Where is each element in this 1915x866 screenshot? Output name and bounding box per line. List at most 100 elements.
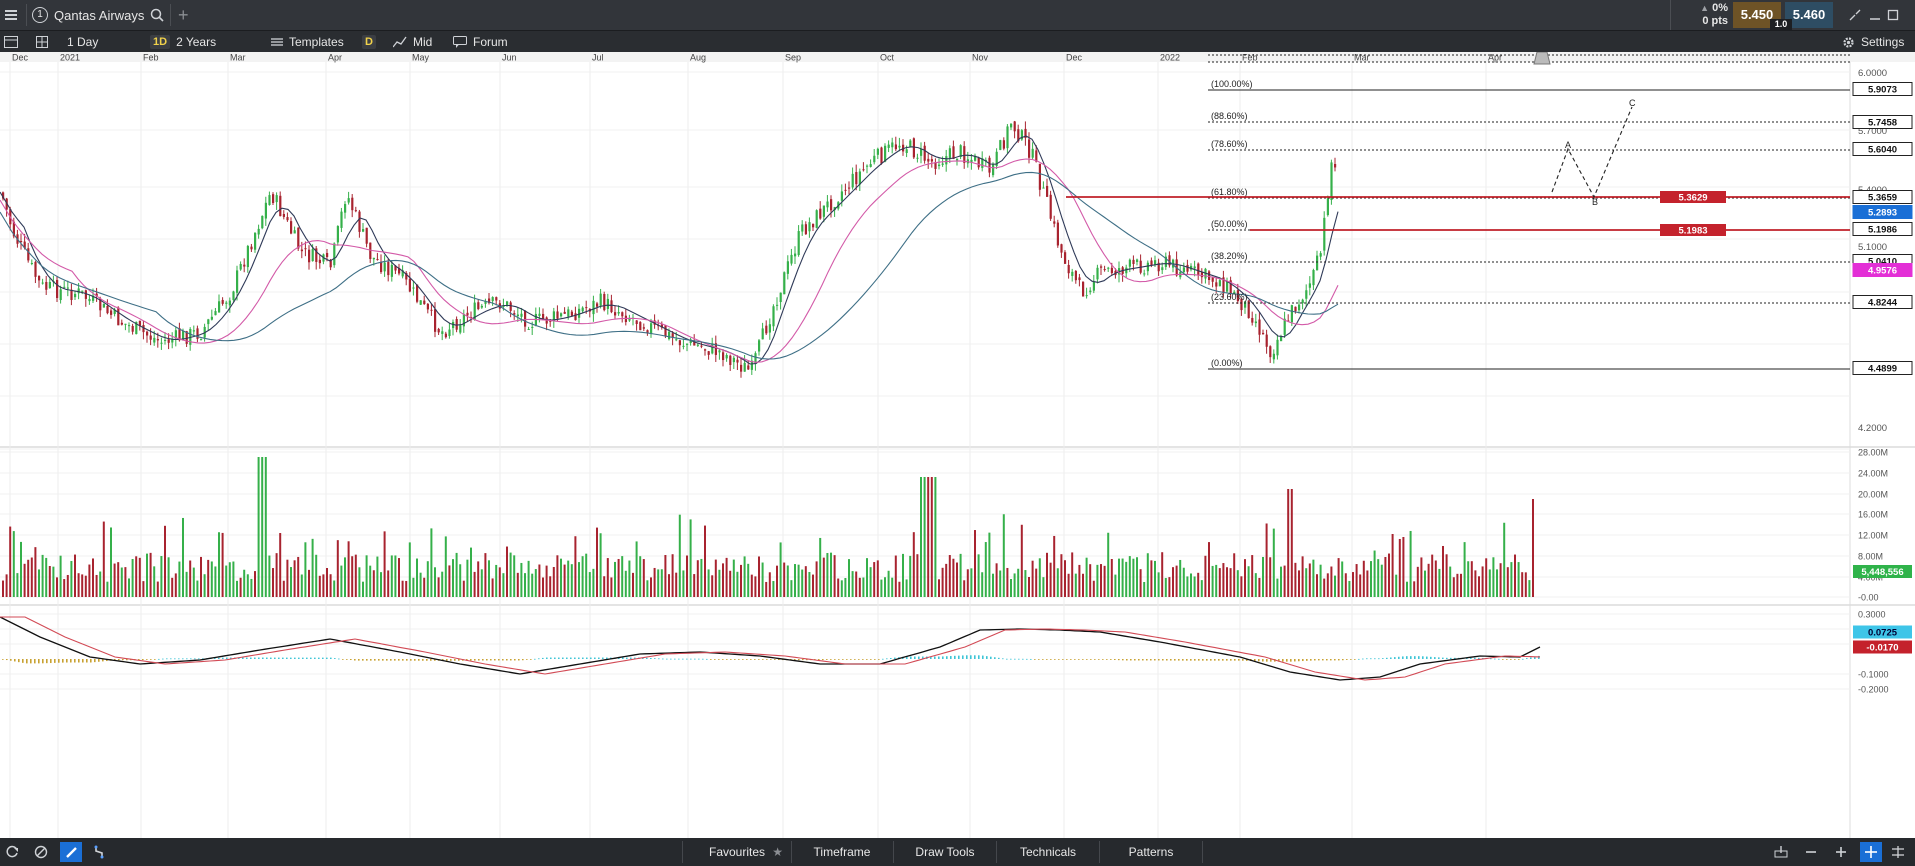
macd-histogram-bar — [1186, 659, 1188, 661]
volume-bar — [1024, 570, 1027, 597]
candle-body — [2, 192, 5, 199]
volume-bar — [776, 565, 778, 597]
zoom-in-icon[interactable] — [1833, 844, 1849, 860]
candle-body — [135, 321, 138, 334]
volume-bar — [848, 559, 850, 597]
volume-bar — [1362, 560, 1365, 597]
volume-bar — [488, 560, 490, 597]
volume-bar — [1179, 559, 1182, 597]
volume-bar — [736, 571, 739, 597]
volume-bar — [1456, 573, 1459, 597]
clear-icon[interactable] — [33, 844, 49, 860]
macd-histogram-bar — [586, 657, 588, 659]
price-label-tag: 4.9576 — [1852, 263, 1913, 277]
layout-icon[interactable] — [4, 31, 18, 53]
macd-histogram-bar — [1114, 659, 1116, 661]
macd-histogram-bar — [1002, 658, 1004, 660]
tab-patterns[interactable]: Patterns — [1100, 841, 1203, 863]
volume-bar — [1211, 565, 1214, 597]
time-axis-label: Feb — [1242, 53, 1258, 63]
macd-histogram-bar — [1162, 659, 1164, 661]
tab-technicals[interactable]: Technicals — [997, 841, 1100, 863]
templates-button[interactable]: Templates — [271, 31, 344, 53]
candle-body — [1280, 336, 1283, 342]
volume-bar — [444, 536, 447, 597]
macd-histogram-bar — [114, 659, 116, 661]
menu-icon[interactable] — [0, 0, 22, 30]
candle-body — [1128, 259, 1131, 267]
buy-price-button[interactable]: 5.460 — [1785, 2, 1833, 28]
macd-histogram-bar — [478, 659, 480, 661]
volume-bar — [308, 569, 310, 597]
forum-button[interactable]: Forum — [453, 31, 508, 53]
candle-body — [1254, 321, 1257, 324]
volume-bar — [1136, 557, 1138, 597]
tab-timeframe[interactable]: Timeframe — [791, 841, 894, 863]
pencil-icon[interactable] — [60, 842, 82, 862]
search-icon[interactable] — [150, 8, 164, 22]
wave-label: B — [1592, 197, 1598, 207]
candle-body — [725, 354, 728, 359]
macd-histogram-bar — [1170, 659, 1172, 661]
maximize-icon[interactable] — [1886, 8, 1900, 22]
volume-bar — [1031, 560, 1034, 597]
macd-histogram-bar — [1062, 659, 1064, 660]
tab-draw-tools[interactable]: Draw Tools — [894, 841, 997, 863]
volume-bar — [1467, 561, 1470, 597]
macd-histogram-bar — [326, 657, 328, 659]
volume-bar — [815, 561, 818, 597]
mid-price-button[interactable]: Mid — [393, 31, 432, 53]
volume-bar — [581, 556, 584, 597]
volume-bar — [192, 567, 195, 597]
macd-histogram-bar — [1126, 659, 1128, 661]
macd-histogram-bar — [930, 656, 932, 659]
volume-bar — [1049, 562, 1052, 597]
interval-selector[interactable]: 1 Day — [67, 31, 98, 53]
volume-bar — [1190, 573, 1192, 597]
volume-bar — [59, 555, 62, 597]
macd-histogram-bar — [422, 659, 424, 661]
candle-body — [804, 224, 807, 235]
screenshot-icon[interactable] — [1773, 844, 1789, 860]
macd-histogram-bar — [1238, 659, 1240, 661]
volume-bar — [1438, 568, 1441, 597]
chart-area[interactable]: Dec 2021 Feb Mar Apr May Jun Jul Aug Sep Oct Nov Dec… — [0, 52, 1915, 838]
volume-bar — [1506, 567, 1509, 597]
add-tab-button[interactable]: + — [178, 5, 189, 25]
minimize-icon[interactable] — [1868, 8, 1882, 22]
macd-histogram-bar — [1350, 659, 1352, 660]
macd-histogram-bar — [10, 659, 12, 661]
price-chart[interactable]: Dec 2021 Feb Mar Apr May Jun Jul Aug Sep Oct Nov Dec… — [0, 52, 1915, 838]
candle-body — [81, 290, 84, 292]
volume-bar — [1118, 558, 1120, 597]
collapse-icon[interactable] — [1848, 8, 1862, 22]
grid-icon[interactable] — [36, 31, 48, 53]
volume-bar — [1272, 528, 1275, 597]
candle-body — [758, 340, 761, 352]
volume-bar — [1168, 577, 1171, 597]
macd-histogram-bar — [6, 659, 8, 661]
magnet-icon[interactable] — [91, 844, 107, 860]
settings-button[interactable]: Settings — [1842, 31, 1904, 53]
macd-histogram-bar — [910, 656, 912, 659]
instrument-tab[interactable]: 1 Qantas Airways — [32, 0, 168, 30]
macd-histogram-bar — [1466, 657, 1468, 659]
candle-body — [635, 320, 638, 325]
candle-body — [182, 331, 185, 341]
range-selector[interactable]: 1D 2 Years — [150, 31, 216, 53]
candle-body — [801, 224, 804, 232]
crosshair-icon[interactable] — [1860, 842, 1882, 862]
candle-body — [1154, 260, 1157, 265]
volume-bar — [657, 569, 660, 597]
price-type-selector[interactable]: D — [362, 31, 376, 53]
fit-icon[interactable] — [1890, 844, 1906, 860]
sell-price-button[interactable]: 5.450 — [1733, 2, 1781, 28]
tab-favourites[interactable]: Favourites ★ — [682, 841, 792, 863]
volume-bar — [549, 576, 552, 597]
macd-histogram-bar — [818, 659, 820, 661]
price-label-text: 5.0410 — [1868, 257, 1897, 268]
macd-histogram-bar — [338, 658, 340, 660]
refresh-icon[interactable] — [4, 844, 20, 860]
zoom-out-icon[interactable] — [1803, 844, 1819, 860]
price-label-tag: 5.2893 — [1852, 205, 1913, 219]
